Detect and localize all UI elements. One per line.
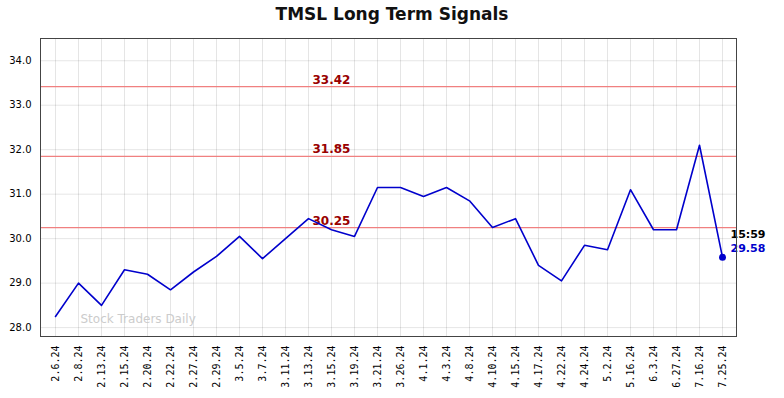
svg-text:3.7.24: 3.7.24 <box>257 346 268 382</box>
svg-text:4.1.24: 4.1.24 <box>418 346 429 382</box>
svg-text:3.15.24: 3.15.24 <box>326 346 337 388</box>
svg-text:4.8.24: 4.8.24 <box>464 346 475 382</box>
svg-text:7.25.24: 7.25.24 <box>717 346 728 388</box>
svg-text:5.2.24: 5.2.24 <box>602 346 613 382</box>
svg-text:Stock Traders Daily: Stock Traders Daily <box>81 312 196 326</box>
svg-text:29.0: 29.0 <box>9 277 31 288</box>
svg-text:32.0: 32.0 <box>9 144 31 155</box>
svg-text:5.16.24: 5.16.24 <box>625 346 636 388</box>
html-text:TMSL Long Term Signals: TMSL Long Term Signals <box>275 4 509 24</box>
svg-text:2.22.24: 2.22.24 <box>165 346 176 388</box>
svg-text:4.17.24: 4.17.24 <box>533 346 544 388</box>
svg-text:3.26.24: 3.26.24 <box>395 346 406 388</box>
svg-text:3.13.24: 3.13.24 <box>303 346 314 388</box>
svg-text:4.15.24: 4.15.24 <box>510 346 521 388</box>
svg-text:2.29.24: 2.29.24 <box>211 346 222 388</box>
svg-text:3.5.24: 3.5.24 <box>234 346 245 382</box>
svg-text:6.27.24: 6.27.24 <box>671 346 682 388</box>
svg-text:7.16.24: 7.16.24 <box>694 346 705 388</box>
svg-text:2.13.24: 2.13.24 <box>96 346 107 388</box>
svg-text:33.0: 33.0 <box>9 99 31 110</box>
svg-text:15:59: 15:59 <box>731 228 766 241</box>
svg-text:4.3.24: 4.3.24 <box>441 346 452 382</box>
svg-text:2.15.24: 2.15.24 <box>119 346 130 388</box>
svg-text:6.3.24: 6.3.24 <box>648 346 659 382</box>
svg-text:29.58: 29.58 <box>731 242 766 255</box>
svg-text:3.19.24: 3.19.24 <box>349 346 360 388</box>
svg-text:31.85: 31.85 <box>313 142 351 156</box>
svg-text:30.25: 30.25 <box>313 214 351 228</box>
svg-text:28.0: 28.0 <box>9 322 31 333</box>
svg-text:4.10.24: 4.10.24 <box>487 346 498 388</box>
svg-text:30.0: 30.0 <box>9 233 31 244</box>
svg-text:3.11.24: 3.11.24 <box>280 346 291 388</box>
svg-text:33.42: 33.42 <box>313 73 351 87</box>
svg-text:4.24.24: 4.24.24 <box>579 346 590 388</box>
svg-text:2.27.24: 2.27.24 <box>188 346 199 388</box>
svg-text:4.22.24: 4.22.24 <box>556 346 567 388</box>
svg-text:2.8.24: 2.8.24 <box>73 346 84 382</box>
svg-text:31.0: 31.0 <box>9 188 31 199</box>
svg-text:34.0: 34.0 <box>9 55 31 66</box>
svg-text:2.6.24: 2.6.24 <box>50 346 61 382</box>
svg-text:3.21.24: 3.21.24 <box>372 346 383 388</box>
svg-text:2.20.24: 2.20.24 <box>142 346 153 388</box>
